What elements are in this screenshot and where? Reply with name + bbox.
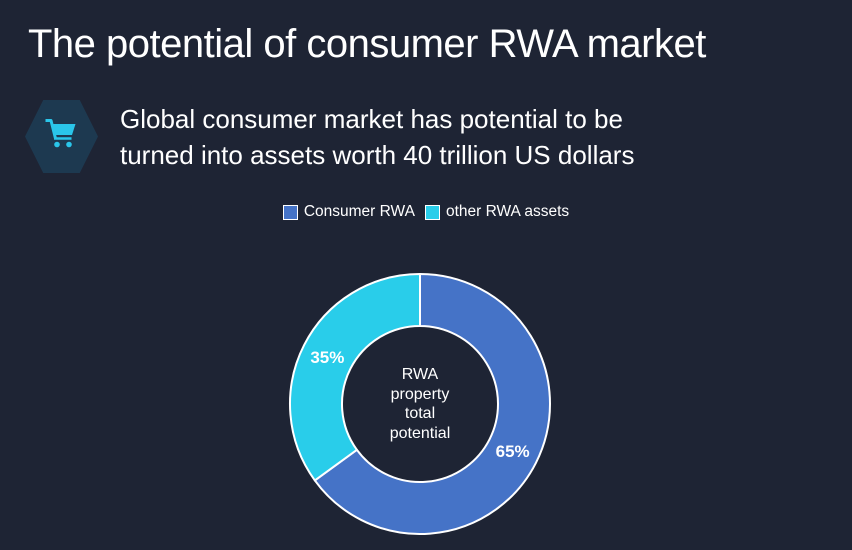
donut-center-label-line: total bbox=[404, 405, 436, 422]
legend-item-other-rwa-assets: other RWA assets bbox=[424, 203, 570, 221]
subtitle-row: Global consumer market has potential to … bbox=[25, 100, 634, 173]
donut-center-label-line: property bbox=[390, 385, 450, 403]
donut-chart: 65% 35% RWA property total potential bbox=[286, 270, 554, 538]
donut-center-label-line: potential bbox=[389, 424, 451, 442]
legend-label-other-rwa-assets: other RWA assets bbox=[445, 203, 570, 220]
shopping-cart-icon bbox=[45, 119, 76, 148]
donut-slice-0 bbox=[313, 273, 551, 535]
subtitle-line-2: turned into assets worth 40 trillion US … bbox=[120, 140, 635, 170]
subtitle: Global consumer market has potential to … bbox=[120, 101, 634, 173]
cart-hexagon-badge bbox=[25, 100, 98, 173]
legend-swatch-consumer-rwa bbox=[282, 204, 298, 220]
subtitle-line-1: Global consumer market has potential to … bbox=[120, 104, 623, 134]
legend-item-consumer-rwa: Consumer RWA bbox=[282, 203, 415, 221]
chart-legend: Consumer RWA other RWA assets bbox=[0, 203, 852, 221]
slice-label-0: 65% bbox=[496, 442, 530, 461]
donut-chart-svg: 65% 35% bbox=[289, 273, 551, 535]
legend-label-consumer-rwa: Consumer RWA bbox=[303, 203, 415, 220]
slice-label-1: 35% bbox=[310, 348, 344, 367]
donut-center-label-line: RWA bbox=[401, 366, 439, 383]
donut-slice-1 bbox=[289, 273, 421, 482]
hexagon-shape bbox=[25, 100, 98, 173]
page-title: The potential of consumer RWA market bbox=[28, 22, 706, 66]
donut-center-label: RWA property total potential bbox=[390, 365, 451, 443]
legend-swatch-other-rwa-assets bbox=[424, 204, 440, 220]
